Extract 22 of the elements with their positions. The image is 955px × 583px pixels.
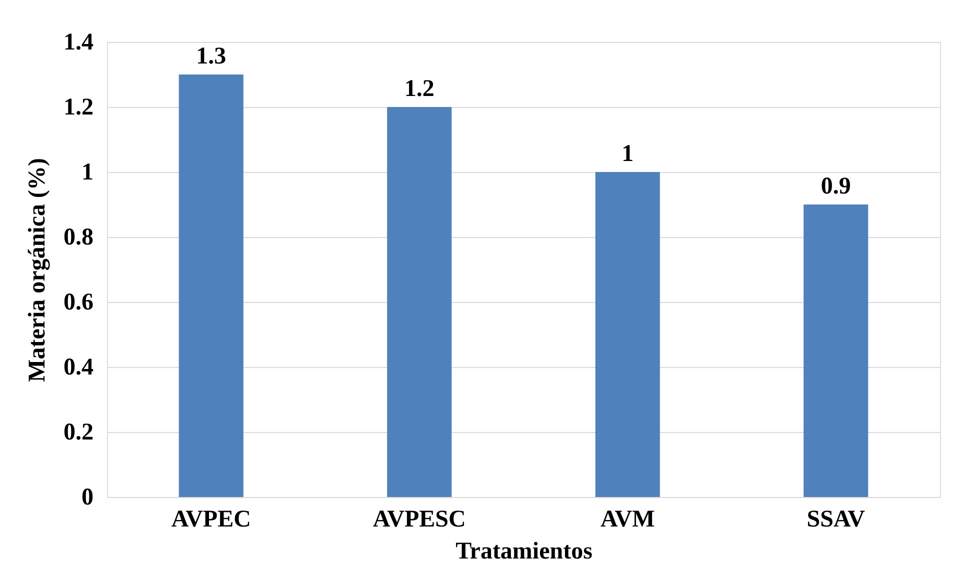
y-tick-label: 0 xyxy=(82,484,94,510)
x-axis-title: Tratamientos xyxy=(456,538,592,564)
y-tick-label: 0.2 xyxy=(64,420,94,446)
data-label: 1.3 xyxy=(196,44,226,70)
y-tick-label: 0.4 xyxy=(64,354,94,380)
x-tick-label: AVPESC xyxy=(372,506,466,532)
x-tick-label: AVM xyxy=(600,506,655,532)
y-tick-label: 0.6 xyxy=(64,290,94,316)
bar xyxy=(387,107,452,497)
data-label: 1 xyxy=(622,141,634,167)
x-tick-label: SSAV xyxy=(806,506,866,532)
y-tick-label: 0.8 xyxy=(64,224,94,250)
bar xyxy=(595,172,660,497)
bar xyxy=(804,204,868,497)
data-label: 0.9 xyxy=(820,174,851,200)
y-tick-label: 1.4 xyxy=(64,30,94,56)
y-tick-label: 1.2 xyxy=(64,94,94,120)
data-label: 1.2 xyxy=(404,76,434,102)
bar xyxy=(178,74,244,497)
y-tick-label: 1 xyxy=(82,160,94,186)
y-axis-title: Materia orgánica (%) xyxy=(24,158,50,382)
x-tick-label: AVPEC xyxy=(171,506,251,532)
